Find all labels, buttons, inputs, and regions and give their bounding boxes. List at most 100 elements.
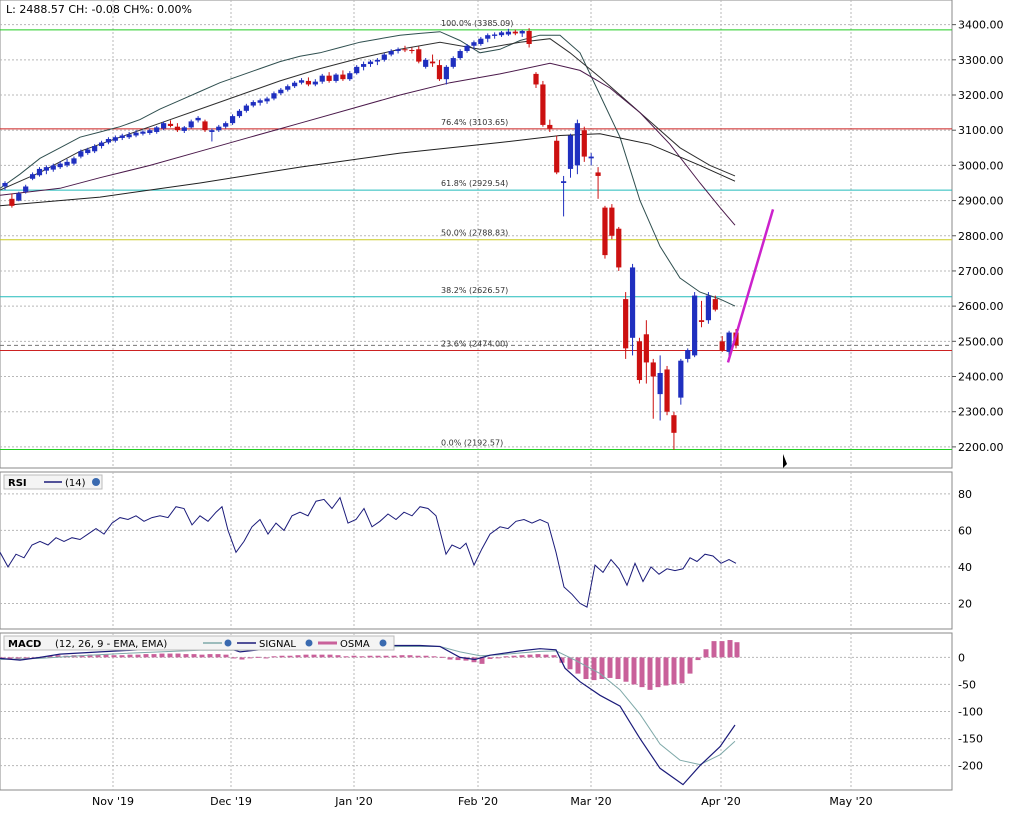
candlestick [664,365,670,416]
candle-body [450,58,456,67]
osma-bar [175,653,181,658]
osma-legend-label: OSMA [340,639,370,650]
candle-body [636,341,643,381]
candlestick [402,45,408,53]
candle-body [643,334,649,363]
candle-body [229,116,236,124]
candle-body [712,299,718,310]
candle-body [381,54,387,60]
candlestick [126,131,132,139]
osma-bar [319,654,325,658]
macd-line-settings-icon[interactable] [224,639,232,647]
candlestick [685,348,691,363]
candlestick [133,130,139,138]
osma-bar [583,657,589,680]
rsi-settings-icon[interactable] [92,478,100,486]
macd-panel-frame [0,632,953,791]
macd-tick-label: -100 [958,706,983,719]
candle-body [519,30,525,34]
candlestick [161,121,167,131]
candle-body [595,172,601,176]
candlestick [78,149,84,159]
candlestick [457,49,463,60]
osma-bar [639,657,645,688]
candlestick [429,54,436,67]
mouse-cursor-icon [783,454,787,468]
candlestick [92,144,98,154]
candle-body [678,360,684,398]
candle-body [147,130,153,134]
candle-body [374,59,380,62]
trend-projection-line [726,209,775,363]
rsi-layer [0,496,737,608]
osma-bar [503,656,509,658]
candle-body [623,299,629,349]
candle-body [188,121,194,128]
candle-body [92,146,98,152]
macd-legend[interactable]: MACD (12, 26, 9 - EMA, EMA) SIGNAL OSMA [3,635,395,651]
signal-settings-icon[interactable] [305,639,313,647]
osma-bar [551,655,557,658]
x-tick-label: Feb '20 [458,795,498,808]
osma-bar [415,655,421,658]
x-tick-label: Mar '20 [570,795,611,808]
price-tick-label: 2700.00 [958,265,1004,278]
osma-bar [231,657,237,659]
osma-settings-icon[interactable] [379,639,387,647]
candle-body [333,74,339,81]
candle-body [574,123,580,166]
candlestick [367,59,374,67]
candle-body [388,51,394,55]
candle-body [443,66,449,80]
candle-body [347,73,353,80]
candlestick [257,98,263,106]
candlestick [409,47,415,54]
osma-bar [215,654,221,658]
candlestick [43,165,49,175]
candlestick [243,103,249,113]
candle-body [464,45,470,52]
fibonacci-layer: 100.0% (3385.09) 76.4% (3103.65) 61.8% (29… [0,19,952,451]
candlestick [188,119,194,129]
candle-body [71,158,77,164]
rsi-tick-label: 80 [958,488,972,501]
osma-bar [663,657,669,686]
rsi-legend[interactable]: RSI (14) [3,474,103,490]
candlestick [443,65,449,85]
macd-legend-params: (12, 26, 9 - EMA, EMA) [55,639,167,650]
candle-body [650,362,656,377]
osma-bar [271,656,277,658]
candlestick [147,128,153,135]
candlestick [547,119,553,132]
osma-bar [119,655,125,658]
grid-layer [0,0,952,790]
candle-body [112,137,118,141]
candle-body [161,123,167,129]
candle-body [243,105,249,111]
candle-body [560,181,567,183]
candle-body [609,207,615,236]
candle-body [685,350,691,359]
candle-body [298,80,305,83]
fibonacci-level-label: 38.2% (2626.57) [441,286,508,295]
moving-average-layer [0,31,736,307]
osma-bar [479,657,485,664]
moving-average-line [0,38,736,191]
x-tick-label: Jan '20 [334,795,372,808]
osma-bar [151,654,157,658]
candlestick [71,156,77,166]
candlestick [602,205,608,259]
osma-bar [463,657,469,661]
candle-body [485,35,491,39]
osma-bar [383,655,389,658]
osma-bar [567,657,573,670]
osma-bar [407,655,413,658]
x-tick-label: Dec '19 [210,795,252,808]
osma-bar [103,654,109,658]
candlestick [574,119,580,175]
rsi-panel-frame [0,471,953,630]
osma-bar [351,655,357,658]
x-tick-label: May '20 [829,795,872,808]
candle-body [292,82,298,87]
candlestick [223,121,229,129]
